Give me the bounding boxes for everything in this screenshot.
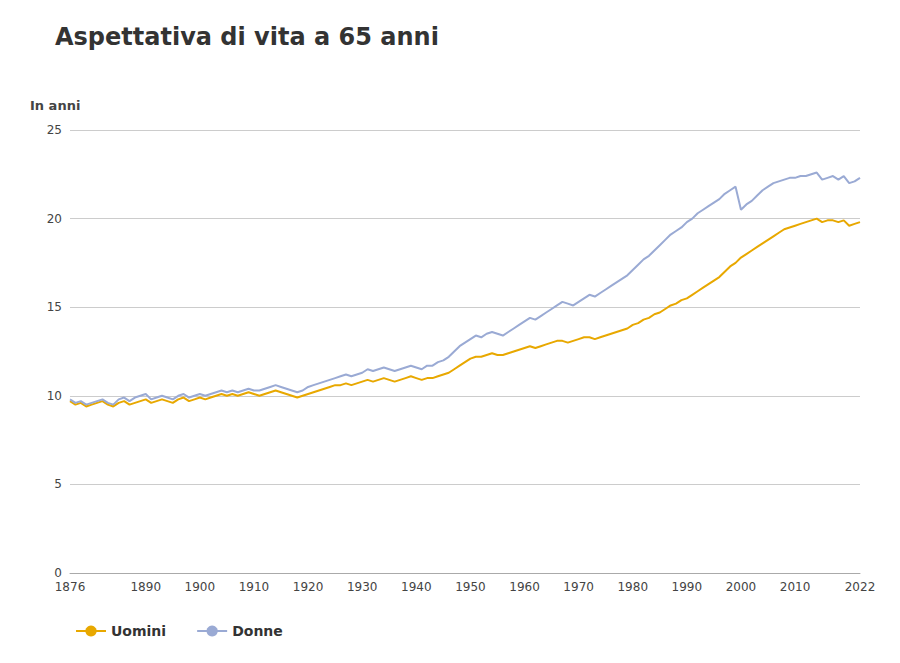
svg-text:5: 5: [54, 477, 62, 491]
svg-text:1890: 1890: [130, 580, 161, 594]
svg-text:1960: 1960: [509, 580, 540, 594]
svg-text:1940: 1940: [401, 580, 432, 594]
svg-text:2010: 2010: [780, 580, 811, 594]
svg-text:Donne: Donne: [232, 623, 283, 639]
svg-text:1900: 1900: [185, 580, 216, 594]
svg-text:25: 25: [47, 123, 62, 137]
svg-text:20: 20: [47, 212, 62, 226]
svg-text:2000: 2000: [726, 580, 757, 594]
svg-text:1920: 1920: [293, 580, 324, 594]
svg-text:In anni: In anni: [30, 98, 80, 113]
svg-text:Aspettativa di vita a 65 anni: Aspettativa di vita a 65 anni: [55, 23, 439, 51]
svg-text:1970: 1970: [563, 580, 594, 594]
svg-text:10: 10: [47, 389, 62, 403]
svg-text:Uomini: Uomini: [111, 623, 166, 639]
svg-text:1876: 1876: [55, 580, 86, 594]
svg-text:1980: 1980: [617, 580, 648, 594]
svg-text:1930: 1930: [347, 580, 378, 594]
svg-text:1910: 1910: [239, 580, 270, 594]
svg-text:0: 0: [54, 566, 62, 580]
svg-text:1990: 1990: [672, 580, 703, 594]
svg-text:1950: 1950: [455, 580, 486, 594]
svg-text:15: 15: [47, 300, 62, 314]
svg-text:2022: 2022: [845, 580, 876, 594]
